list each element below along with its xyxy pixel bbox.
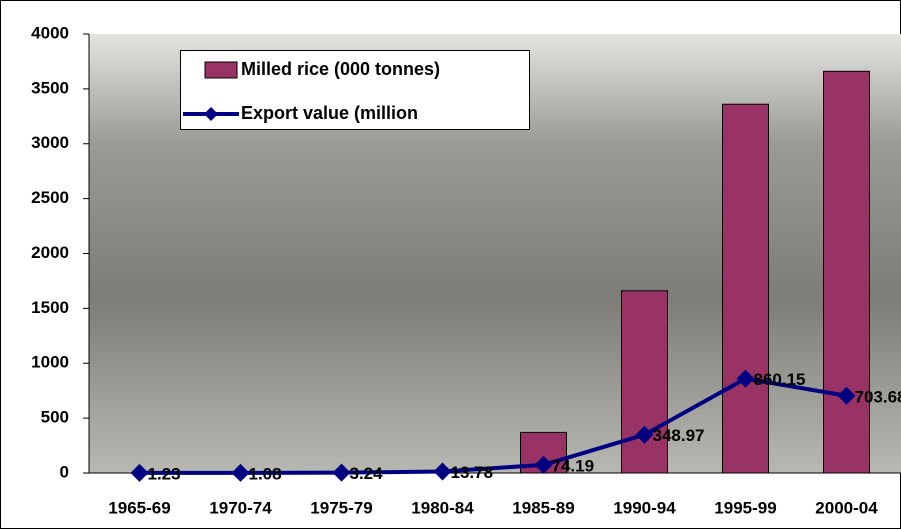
value-label: 860.15 xyxy=(754,370,806,389)
legend-label: Milled rice (000 tonnes) xyxy=(241,59,441,79)
value-label: 74.19 xyxy=(552,456,595,475)
marker xyxy=(837,386,856,405)
marker xyxy=(635,425,654,444)
marker xyxy=(736,369,755,388)
y-tick-label: 500 xyxy=(41,408,69,427)
value-label: 1.23 xyxy=(148,464,181,483)
line xyxy=(139,376,847,475)
legend-label: Export value (million xyxy=(241,103,419,123)
value-label: 3.24 xyxy=(350,464,384,483)
value-label: 348.97 xyxy=(653,426,705,445)
x-tick-label: 1980-84 xyxy=(411,498,474,517)
legend-item: Export value (million xyxy=(181,103,491,125)
x-tick-label: 1995-99 xyxy=(714,498,776,517)
x-tick-label: 1975-79 xyxy=(310,498,372,517)
x-tick-label: 1965-69 xyxy=(108,498,170,517)
value-label: 703.68 xyxy=(855,387,901,406)
x-tick-label: 1990-94 xyxy=(613,498,676,517)
bar xyxy=(621,290,668,474)
legend-swatch xyxy=(204,61,238,79)
marker xyxy=(231,463,250,482)
legend-swatch xyxy=(183,107,239,121)
y-tick-label: 4000 xyxy=(31,23,69,42)
marker xyxy=(130,463,149,482)
x-tick-label: 2000-04 xyxy=(815,498,878,517)
y-tick-label: 2000 xyxy=(31,243,69,262)
y-tick-label: 1500 xyxy=(31,298,69,317)
y-tick-label: 3000 xyxy=(31,133,69,152)
legend: Milled rice (000 tonnes) Export value (m… xyxy=(180,50,530,130)
legend-item: Milled rice (000 tonnes) xyxy=(181,59,491,81)
x-tick-label: 1985-89 xyxy=(512,498,574,517)
legend-marker-swatch xyxy=(204,107,218,121)
y-tick-label: 1000 xyxy=(31,353,69,372)
legend-bar-swatch xyxy=(204,61,238,79)
value-label: 13.78 xyxy=(451,463,494,482)
marker xyxy=(433,462,452,481)
y-tick-label: 3500 xyxy=(31,78,69,97)
y-tick-label: 0 xyxy=(60,462,69,481)
marker xyxy=(534,455,553,474)
x-tick-label: 1970-74 xyxy=(209,498,272,517)
value-label: 1.08 xyxy=(249,464,282,483)
y-tick-label: 2500 xyxy=(31,188,69,207)
marker xyxy=(332,463,351,482)
bar xyxy=(722,103,769,474)
bar xyxy=(823,70,870,474)
